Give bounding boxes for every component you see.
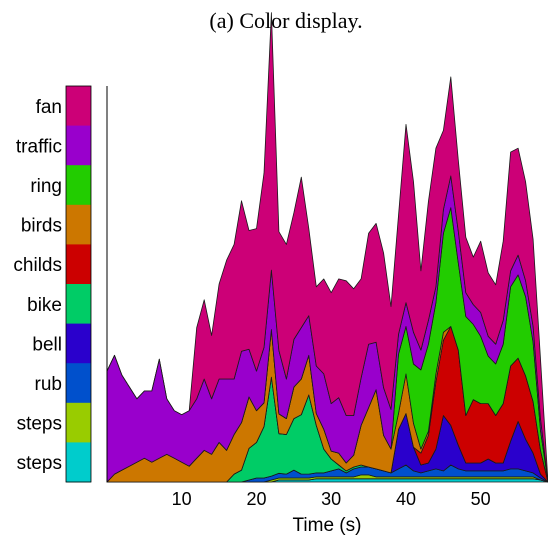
legend-label-childs: childs (13, 255, 62, 276)
x-tick-label: 40 (396, 489, 416, 509)
legend-swatch-rub (66, 363, 91, 404)
legend-frame (65, 85, 92, 483)
legend-label-fan: fan (36, 97, 62, 118)
legend-swatch-steps (66, 442, 91, 483)
legend-label-traffic: traffic (16, 136, 62, 157)
legend-swatch-bike (66, 284, 91, 325)
legend-swatch-traffic (66, 125, 91, 166)
legend-swatch-fan (66, 86, 91, 127)
x-tick-label: 10 (172, 489, 192, 509)
legend-label-bell: bell (32, 334, 62, 355)
legend-swatch-bell (66, 323, 91, 364)
x-tick-label: 50 (471, 489, 491, 509)
legend-label-rub: rub (35, 374, 62, 395)
figure-caption: (a) Color display. (209, 8, 362, 33)
legend-label-steps: steps (17, 414, 62, 435)
legend-label-ring: ring (30, 176, 62, 197)
plot-area: 10 20 30 40 50 Time (s) (106, 12, 548, 536)
x-axis-label: Time (s) (293, 515, 362, 536)
legend-swatch-birds (66, 204, 91, 245)
stacked-areas (106, 12, 548, 483)
legend-label-steps: steps (17, 453, 62, 474)
legend-label-birds: birds (21, 216, 62, 237)
legend-swatch-steps (66, 402, 91, 443)
area-fan-9 (106, 12, 548, 483)
x-tick-label: 20 (246, 489, 266, 509)
legend-swatch-ring (66, 165, 91, 206)
legend-label-bike: bike (27, 295, 62, 316)
legend: fan traffic ring birds childs bike bell rub step… (13, 85, 92, 483)
x-tick-label: 30 (321, 489, 341, 509)
x-axis-ticks: 10 20 30 40 50 (172, 489, 491, 509)
legend-swatch-childs (66, 244, 91, 285)
